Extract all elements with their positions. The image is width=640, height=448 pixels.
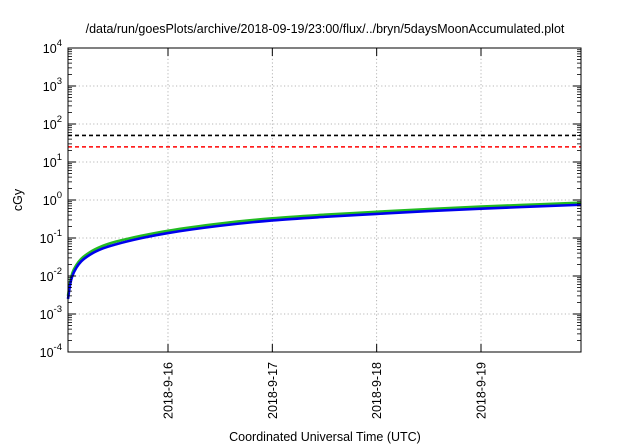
y-tick-base: 10	[43, 118, 57, 132]
y-tick-label: 10-1	[40, 228, 62, 246]
reference-lines	[68, 134, 581, 148]
y-tick-label: 10-4	[40, 342, 62, 360]
y-tick-label: 10-3	[40, 304, 62, 322]
y-tick-base: 10	[43, 156, 57, 170]
y-tick-label: 102	[43, 114, 62, 132]
x-tick-label: 2018-9-16	[161, 362, 175, 419]
y-tick-label: 100	[43, 190, 62, 208]
y-tick-exponent: -1	[54, 228, 62, 239]
y-tick-base: 10	[43, 194, 57, 208]
x-tick-label: 2018-9-17	[266, 362, 280, 419]
y-tick-base: 10	[40, 346, 54, 360]
y-tick-exponent: 3	[57, 76, 62, 87]
series-group	[66, 201, 582, 300]
y-tick-base: 10	[40, 270, 54, 284]
y-axis-label: cGy	[11, 188, 25, 211]
chart-title: /data/run/goesPlots/archive/2018-09-19/2…	[86, 22, 565, 36]
y-tick-base: 10	[43, 42, 57, 56]
x-tick-label: 2018-9-18	[370, 362, 384, 419]
x-tick-labels: 2018-9-16 2018-9-17 2018-9-18 2018-9-19	[161, 362, 488, 419]
grid	[68, 48, 581, 352]
y-tick-base: 10	[43, 80, 57, 94]
y-tick-label: 101	[43, 152, 62, 170]
y-tick-base: 10	[40, 232, 54, 246]
x-axis-label: Coordinated Universal Time (UTC)	[229, 430, 421, 444]
y-tick-label: 103	[43, 76, 62, 94]
y-tick-label: 10-2	[40, 266, 62, 284]
y-tick-exponent: 1	[57, 152, 62, 163]
y-tick-exponent: -3	[54, 304, 62, 315]
y-tick-exponent: 2	[57, 114, 62, 125]
series-line-1	[66, 201, 582, 297]
y-tick-base: 10	[40, 308, 54, 322]
y-tick-exponent: 4	[57, 38, 62, 49]
y-tick-exponent: 0	[57, 190, 62, 201]
tick-marks	[68, 47, 581, 353]
y-tick-label: 104	[43, 38, 62, 56]
y-tick-exponent: -2	[54, 266, 62, 277]
series-line-2	[66, 203, 582, 300]
x-tick-label: 2018-9-19	[475, 362, 489, 419]
y-tick-exponent: -4	[54, 342, 62, 353]
